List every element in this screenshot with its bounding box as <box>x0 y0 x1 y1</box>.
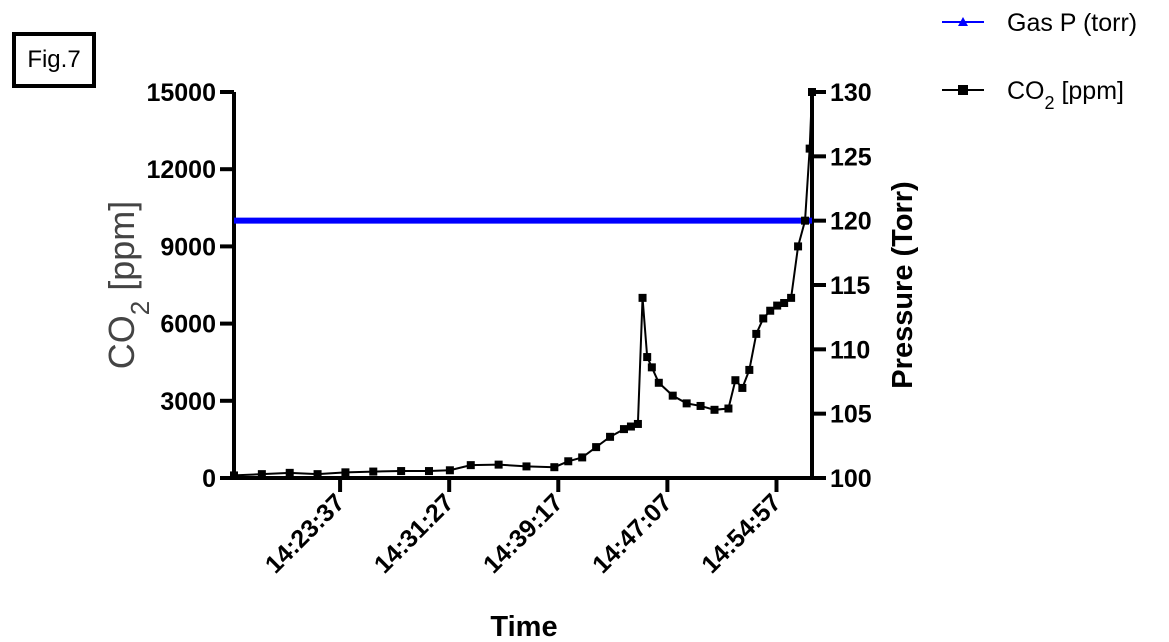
legend: Gas P (torr) CO2 [ppm] <box>942 9 1137 113</box>
co2-point <box>682 399 691 408</box>
co2-point <box>710 405 719 414</box>
x-tick-label: 14:54:57 <box>696 488 787 579</box>
x-tick-label: 14:39:17 <box>478 488 569 579</box>
legend-pressure-label: Gas P (torr) <box>1007 9 1137 37</box>
legend-co2-label-rest: [ppm] <box>1055 77 1124 105</box>
right-tick-label: 130 <box>830 79 872 107</box>
co2-point <box>759 314 768 323</box>
co2-point <box>230 471 238 480</box>
co2-point <box>626 422 635 431</box>
co2-point <box>522 462 531 471</box>
co2-point <box>619 425 628 434</box>
co2-point <box>313 470 322 479</box>
co2-point <box>794 242 803 251</box>
co2-point <box>633 419 642 428</box>
co2-point <box>564 457 573 466</box>
right-axis-title: Pressure (Torr) <box>887 181 919 388</box>
co2-point <box>638 293 647 302</box>
right-tick-label: 110 <box>830 336 870 364</box>
co2-point <box>780 299 789 308</box>
co2-point <box>445 466 454 475</box>
co2-point <box>808 88 816 96</box>
legend-item-pressure: Gas P (torr) <box>942 9 1137 37</box>
figure-label: Fig.7 <box>12 32 96 88</box>
legend-square-marker-icon <box>958 85 968 95</box>
co2-point <box>285 468 294 477</box>
legend-co2-label-sub: 2 <box>1045 93 1055 113</box>
co2-point <box>466 461 475 470</box>
legend-co2-label: CO2 [ppm] <box>1007 77 1124 113</box>
co2-point <box>745 365 754 374</box>
co2-point <box>738 383 747 392</box>
left-axis-title-rest: [ppm] <box>101 201 142 301</box>
co2-point <box>696 401 705 410</box>
co2-point <box>731 376 740 385</box>
x-tick-label: 14:47:07 <box>587 488 678 579</box>
left-tick-label: 6000 <box>160 311 216 339</box>
left-tick-label: 12000 <box>146 156 216 184</box>
right-y-axis: 100 105 110 115 120 125 130 <box>810 79 872 493</box>
co2-point <box>787 293 796 302</box>
right-tick-label: 105 <box>830 401 872 429</box>
x-tick-label: 14:23:37 <box>260 488 351 579</box>
left-tick-label: 9000 <box>160 233 216 261</box>
left-axis-title: CO2 [ppm] <box>101 201 155 370</box>
co2-point <box>592 443 601 452</box>
legend-co2-label-main: CO <box>1007 77 1045 105</box>
co2-point <box>801 216 810 225</box>
co2-line <box>233 91 813 477</box>
co2-point <box>724 404 733 413</box>
left-y-axis: 0 3000 6000 9000 12000 15000 <box>146 79 236 493</box>
legend-item-co2: CO2 [ppm] <box>942 77 1124 113</box>
right-tick-label: 115 <box>830 272 870 300</box>
left-axis-title-sub: 2 <box>125 301 155 315</box>
right-tick-label: 125 <box>830 143 872 171</box>
co2-point <box>752 329 761 338</box>
co2-point <box>424 467 433 476</box>
co2-point <box>369 467 378 476</box>
co2-point <box>805 144 814 153</box>
left-axis-title-main: CO <box>101 315 142 369</box>
left-tick-label: 0 <box>202 465 216 493</box>
right-tick-label: 120 <box>830 208 872 236</box>
co2-point <box>397 467 406 476</box>
co2-point <box>494 460 503 469</box>
co2-point <box>606 432 615 441</box>
co2-series <box>230 88 816 480</box>
x-axis: 14:23:37 14:31:27 14:39:17 14:47:07 14:54:57 <box>234 476 812 579</box>
co2-point <box>773 301 782 310</box>
x-axis-title: Time <box>490 611 557 642</box>
co2-point <box>578 453 587 462</box>
co2-point <box>766 306 775 315</box>
x-tick-label: 14:31:27 <box>369 488 460 579</box>
co2-point <box>341 468 350 477</box>
co2-point <box>647 363 656 372</box>
left-tick-label: 3000 <box>160 388 216 416</box>
co2-point <box>550 463 559 472</box>
co2-point <box>257 470 266 479</box>
co2-point <box>643 353 652 362</box>
right-tick-label: 100 <box>830 465 872 493</box>
left-tick-label: 15000 <box>146 79 216 107</box>
legend-triangle-marker-icon <box>958 17 968 26</box>
co2-point <box>654 378 663 387</box>
co2-point <box>668 391 677 400</box>
